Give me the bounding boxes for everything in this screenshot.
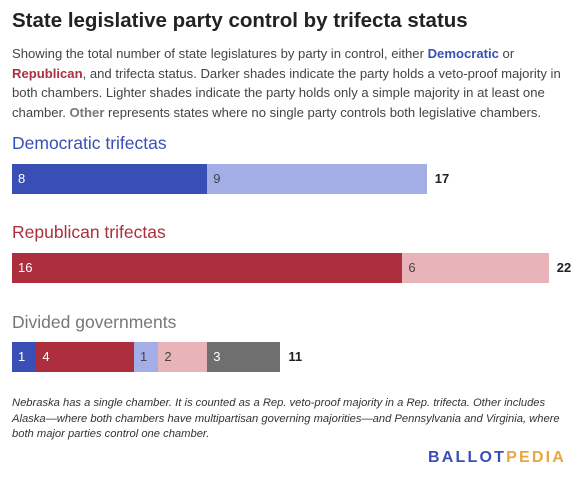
- bar-segment: 2: [158, 342, 208, 372]
- democratic-highlight: Democratic: [427, 46, 499, 61]
- description-text: Showing the total number of state legisl…: [12, 46, 428, 61]
- description-text: , and trifecta status. Darker shades ind…: [12, 65, 561, 120]
- chart-description: Showing the total number of state legisl…: [12, 44, 572, 122]
- bar-segment: 6: [402, 253, 549, 283]
- bar-republican: 16 6 22: [12, 253, 571, 283]
- other-highlight: Other: [69, 104, 105, 120]
- bar-segment: 4: [36, 342, 134, 372]
- logo-text: BALLOT: [428, 449, 507, 466]
- bar-divided: 1 4 1 2 3 11: [12, 342, 552, 372]
- bar-total-label: 11: [288, 349, 303, 364]
- republican-highlight: Republican: [12, 65, 83, 81]
- bar-total-label: 17: [434, 171, 450, 186]
- bar-segment: 1: [134, 342, 159, 372]
- group-title-divided: Divided governments: [12, 312, 177, 332]
- bar-total-label: 22: [556, 260, 572, 275]
- bar-segment: 1: [12, 342, 37, 372]
- description-text: represents states where no single party …: [104, 104, 542, 120]
- description-text: or: [498, 46, 515, 61]
- logo-text: PEDIA: [506, 449, 566, 466]
- bar-segment: 3: [207, 342, 281, 372]
- chart-title: State legislative party control by trife…: [12, 9, 468, 32]
- bar-segment: 9: [207, 164, 427, 194]
- ballotpedia-logo[interactable]: BALLOTPEDIA: [428, 449, 566, 467]
- footnote: Nebraska has a single chamber. It is cou…: [12, 397, 560, 441]
- group-title-democratic: Democratic trifectas: [12, 133, 167, 153]
- bar-segment: 16: [12, 253, 403, 283]
- group-title-republican: Republican trifectas: [12, 222, 166, 242]
- bar-democratic: 8 9 17: [12, 164, 552, 194]
- bar-segment: 8: [12, 164, 208, 194]
